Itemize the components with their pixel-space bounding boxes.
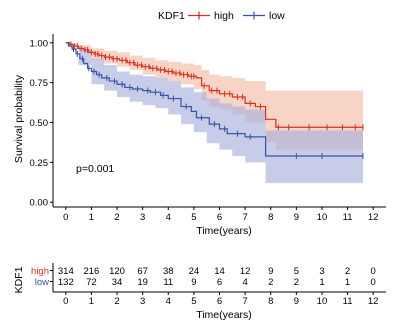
risk-count-low: 132 xyxy=(58,277,74,288)
x-tick-label: 11 xyxy=(343,212,353,223)
x-tick-label: 12 xyxy=(368,212,379,223)
risk-table-y-title: KDF1 xyxy=(13,266,25,293)
risk-table-x-title: Time(years) xyxy=(196,309,252,321)
risk-count-high: 9 xyxy=(268,266,273,277)
risk-x-tick-label: 5 xyxy=(191,296,196,307)
risk-count-high: 216 xyxy=(83,266,99,277)
legend: KDF1 high low xyxy=(158,10,285,22)
x-tick-label: 2 xyxy=(114,212,119,223)
p-value: p=0.001 xyxy=(76,163,114,175)
risk-count-high: 0 xyxy=(371,266,376,277)
legend-title: KDF1 xyxy=(158,10,185,22)
x-tick-label: 9 xyxy=(294,212,299,223)
risk-x-tick-label: 4 xyxy=(166,296,171,307)
risk-count-low: 1 xyxy=(345,277,350,288)
risk-x-tick-label: 11 xyxy=(343,296,353,307)
risk-x-tick-label: 7 xyxy=(242,296,247,307)
x-tick-label: 3 xyxy=(140,212,145,223)
risk-count-high: 38 xyxy=(163,266,174,277)
risk-count-high: 67 xyxy=(137,266,148,277)
risk-count-low: 1 xyxy=(319,277,324,288)
risk-count-low: 2 xyxy=(268,277,273,288)
risk-count-low: 9 xyxy=(191,277,196,288)
risk-count-high: 2 xyxy=(345,266,350,277)
risk-count-high: 24 xyxy=(189,266,200,277)
legend-entry-low: low xyxy=(243,10,285,22)
risk-x-tick-label: 8 xyxy=(268,296,273,307)
risk-x-tick-label: 6 xyxy=(217,296,222,307)
risk-count-low: 19 xyxy=(137,277,148,288)
x-tick-label: 10 xyxy=(317,212,328,223)
risk-count-high: 5 xyxy=(294,266,299,277)
risk-x-tick-label: 9 xyxy=(294,296,299,307)
risk-count-low: 11 xyxy=(163,277,173,288)
x-tick-label: 7 xyxy=(242,212,247,223)
y-axis-title: Survival probability xyxy=(13,74,25,163)
x-tick-label: 8 xyxy=(268,212,273,223)
risk-count-low: 2 xyxy=(294,277,299,288)
x-tick-label: 1 xyxy=(89,212,94,223)
survival-line-high xyxy=(65,42,363,128)
risk-count-high: 120 xyxy=(109,266,125,277)
legend-label-low: low xyxy=(269,10,285,22)
risk-x-tick-label: 3 xyxy=(140,296,145,307)
risk-count-low: 34 xyxy=(112,277,123,288)
ci-band-low xyxy=(65,42,363,184)
x-tick-label: 5 xyxy=(191,212,196,223)
risk-count-low: 6 xyxy=(217,277,222,288)
risk-x-tick-label: 0 xyxy=(63,296,68,307)
risk-count-low: 0 xyxy=(371,277,376,288)
y-tick-label: 0.25 xyxy=(30,158,49,169)
x-axis-title: Time(years) xyxy=(196,225,252,237)
km-plot: 0.000.250.500.751.000 1 2 3 4 5 6 7 8 9 10 11 12 xyxy=(30,34,386,223)
y-tick-label: 1.00 xyxy=(30,38,49,49)
ci-band-high xyxy=(65,42,363,150)
risk-x-tick-label: 10 xyxy=(317,296,328,307)
y-tick-label: 0.50 xyxy=(30,118,49,129)
risk-row-label-high: high xyxy=(31,266,49,277)
risk-x-tick-label: 1 xyxy=(89,296,94,307)
risk-x-tick-label: 12 xyxy=(368,296,379,307)
legend-entry-high: high xyxy=(188,10,234,22)
risk-count-high: 14 xyxy=(214,266,225,277)
x-tick-label: 4 xyxy=(166,212,171,223)
risk-count-high: 12 xyxy=(240,266,251,277)
risk-count-low: 4 xyxy=(242,277,247,288)
x-tick-label: 6 xyxy=(217,212,222,223)
y-tick-label: 0.00 xyxy=(30,198,49,209)
risk-count-high: 3 xyxy=(319,266,324,277)
risk-row-label-low: low xyxy=(35,277,49,288)
risk-x-tick-label: 2 xyxy=(114,296,119,307)
y-tick-label: 0.75 xyxy=(30,78,49,89)
risk-count-high: 314 xyxy=(58,266,74,277)
risk-count-low: 72 xyxy=(86,277,97,288)
x-tick-label: 0 xyxy=(63,212,68,223)
legend-label-high: high xyxy=(214,10,234,22)
